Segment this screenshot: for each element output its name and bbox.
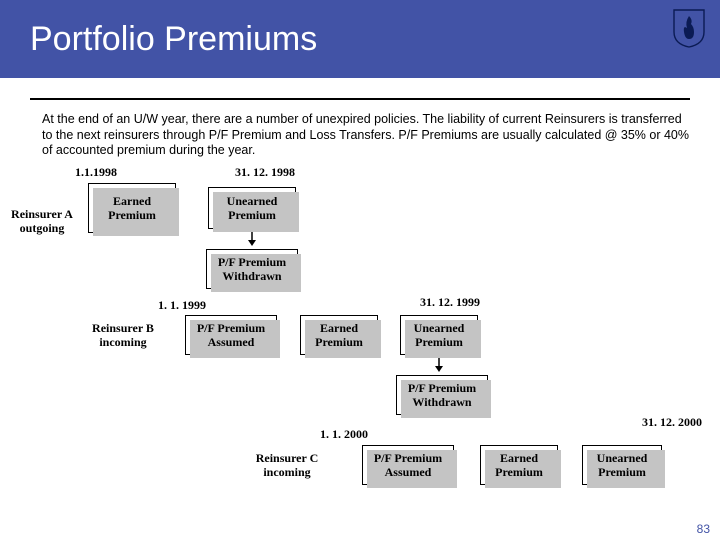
- box-pf-withdrawn-1998: P/F Premium Withdrawn: [206, 249, 298, 289]
- box-earned-1998: Earned Premium: [88, 183, 176, 233]
- box-unearned-1999: Unearned Premium: [400, 315, 478, 355]
- box-earned-2000: Earned Premium: [480, 445, 558, 485]
- page-title: Portfolio Premiums: [30, 20, 317, 59]
- date-1998-end: 31. 12. 1998: [235, 165, 295, 180]
- reinsurer-a-label: Reinsurer A outgoing: [6, 207, 78, 236]
- box-unearned-1998: Unearned Premium: [208, 187, 296, 229]
- date-1998-start: 1.1.1998: [75, 165, 117, 180]
- box-unearned-2000: Unearned Premium: [582, 445, 662, 485]
- title-band: Portfolio Premiums: [0, 0, 720, 78]
- intro-paragraph: At the end of an U/W year, there are a n…: [42, 112, 690, 159]
- flame-shield-icon: [672, 8, 706, 48]
- reinsurer-c-label: Reinsurer C incoming: [242, 451, 332, 480]
- date-2000-start: 1. 1. 2000: [320, 427, 368, 442]
- diagram: 1.1.1998 31. 12. 1998 Reinsurer A outgoi…: [0, 165, 720, 540]
- box-pf-withdrawn-1999: P/F Premium Withdrawn: [396, 375, 488, 415]
- arrow-icon: [434, 358, 444, 372]
- box-earned-1999: Earned Premium: [300, 315, 378, 355]
- date-2000-end: 31. 12. 2000: [642, 415, 702, 430]
- arrow-icon: [247, 232, 257, 246]
- reinsurer-b-label: Reinsurer B incoming: [78, 321, 168, 350]
- divider: [30, 78, 690, 100]
- page-number: 83: [697, 522, 710, 536]
- date-1999-start: 1. 1. 1999: [158, 298, 206, 313]
- box-pf-assumed-2000: P/F Premium Assumed: [362, 445, 454, 485]
- date-1999-end: 31. 12. 1999: [420, 295, 480, 310]
- box-pf-assumed-1999: P/F Premium Assumed: [185, 315, 277, 355]
